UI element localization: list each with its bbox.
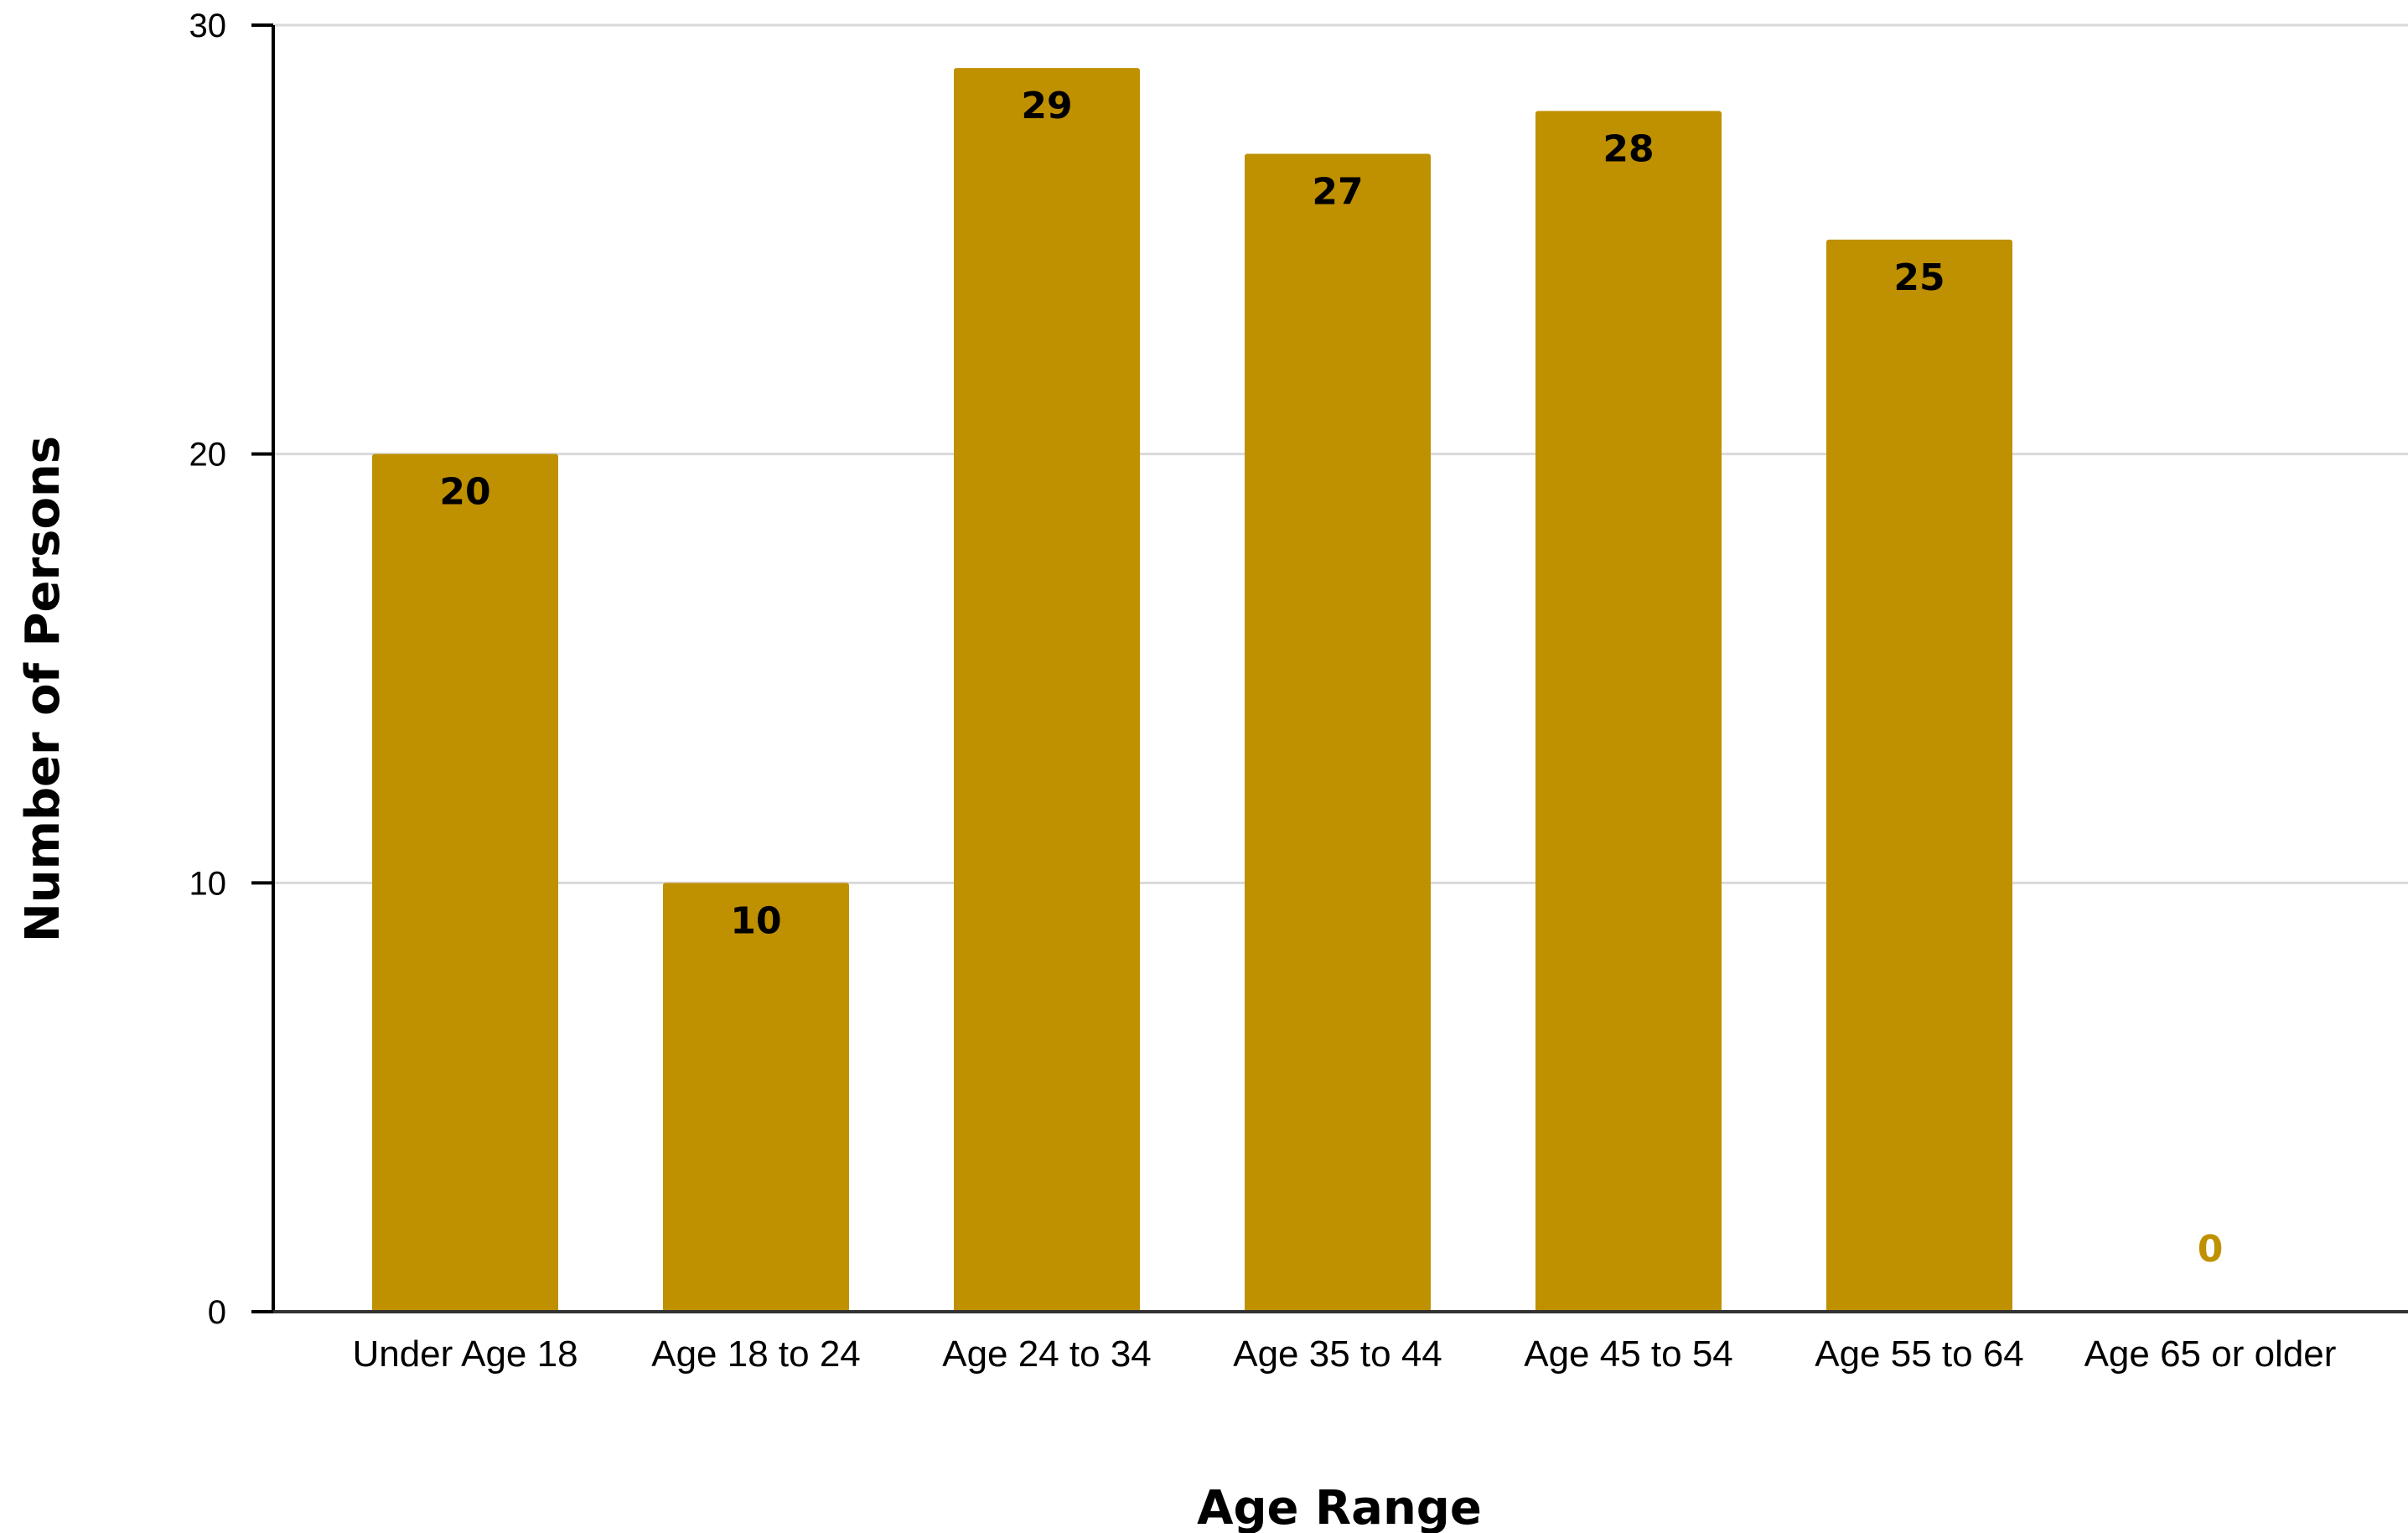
y-tick-label: 30 bbox=[189, 8, 227, 44]
x-tick-label: Age 45 to 54 bbox=[1524, 1334, 1733, 1375]
x-axis-title: Age Range bbox=[1197, 1481, 1482, 1533]
x-tick-label: Age 18 to 24 bbox=[651, 1334, 861, 1375]
x-tick-label: Age 65 or older bbox=[2084, 1334, 2337, 1375]
x-tick-labels: Under Age 18 Age 18 to 24 Age 24 to 34 Age … bbox=[352, 1334, 2336, 1375]
data-label: 27 bbox=[1312, 171, 1363, 214]
bars bbox=[372, 68, 2012, 1313]
bar bbox=[663, 883, 849, 1312]
data-label: 29 bbox=[1021, 85, 1072, 127]
data-label: 28 bbox=[1603, 127, 1654, 170]
data-label: 10 bbox=[730, 899, 781, 942]
bar bbox=[1826, 239, 2012, 1312]
y-tick-label: 10 bbox=[189, 865, 227, 902]
y-tick-labels: 0 10 20 30 bbox=[189, 8, 273, 1331]
x-tick-label: Age 24 to 34 bbox=[942, 1334, 1152, 1375]
bar bbox=[1245, 153, 1431, 1312]
x-tick-label: Age 55 to 64 bbox=[1815, 1334, 2024, 1375]
data-label: 0 bbox=[2198, 1228, 2224, 1271]
y-axis-title: Number of Persons bbox=[16, 436, 70, 942]
y-tick-label: 20 bbox=[189, 437, 227, 474]
data-label: 25 bbox=[1893, 256, 1945, 299]
y-tick-label: 0 bbox=[208, 1294, 226, 1331]
data-label: 20 bbox=[439, 471, 490, 514]
x-tick-label: Under Age 18 bbox=[352, 1334, 577, 1375]
x-tick-label: Age 35 to 44 bbox=[1233, 1334, 1442, 1375]
data-labels: 20 10 29 27 28 25 0 bbox=[439, 85, 2223, 1271]
bar bbox=[372, 453, 558, 1312]
bar bbox=[1535, 111, 1722, 1312]
bar bbox=[954, 68, 1140, 1313]
axes bbox=[272, 25, 2408, 1313]
